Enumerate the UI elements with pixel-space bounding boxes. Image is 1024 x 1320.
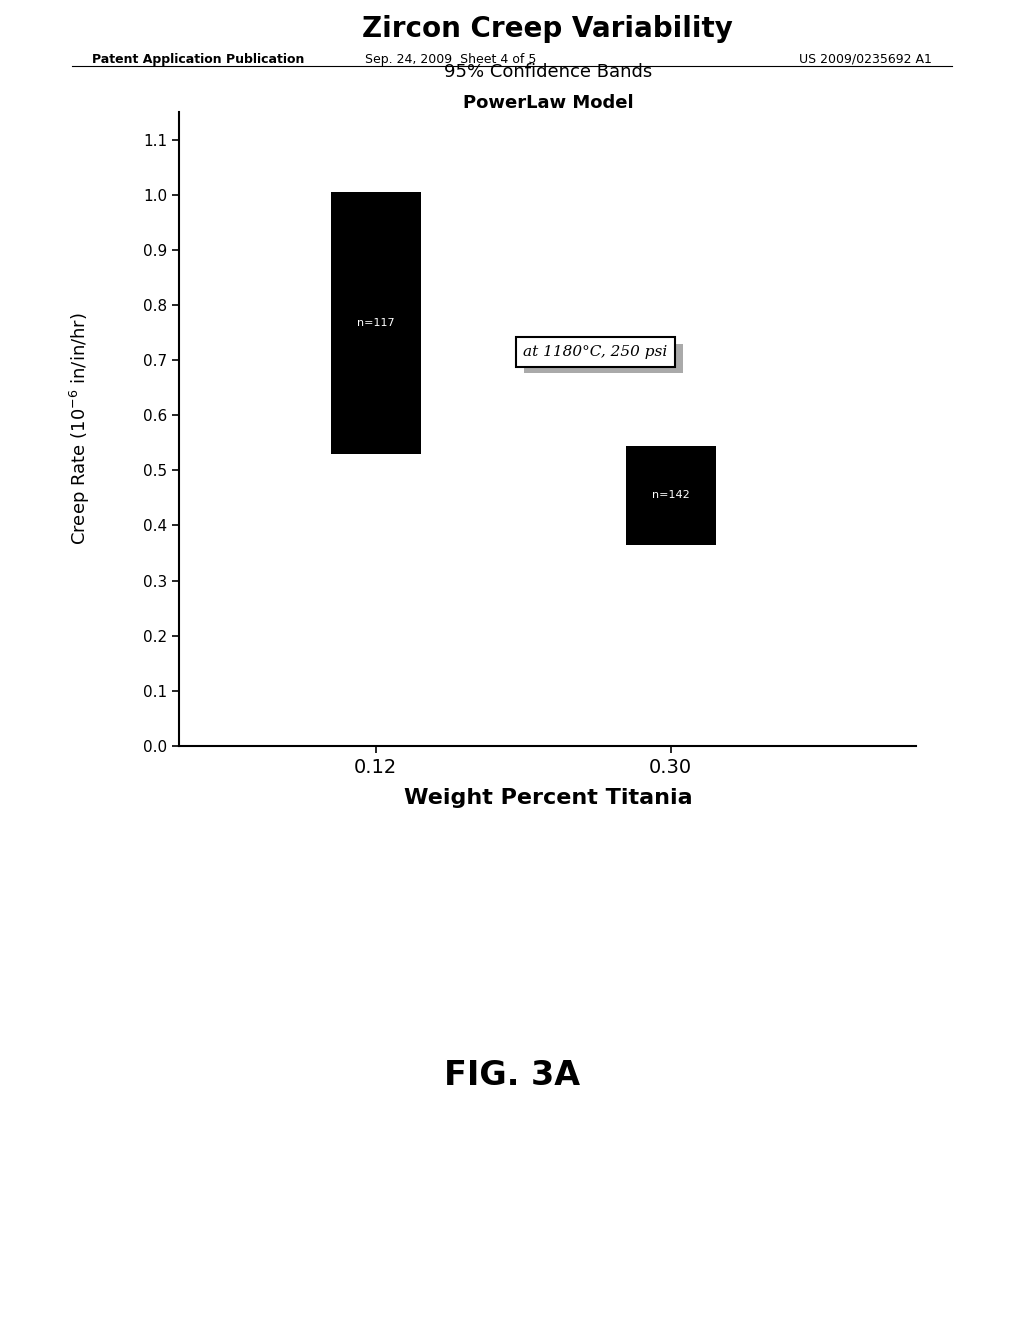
Text: Sep. 24, 2009  Sheet 4 of 5: Sep. 24, 2009 Sheet 4 of 5 xyxy=(365,53,537,66)
Text: n=117: n=117 xyxy=(357,318,394,327)
Text: US 2009/0235692 A1: US 2009/0235692 A1 xyxy=(799,53,932,66)
Text: FIG. 3A: FIG. 3A xyxy=(444,1059,580,1093)
Bar xyxy=(331,193,421,454)
Text: Zircon Creep Variability: Zircon Creep Variability xyxy=(362,15,733,42)
Text: n=142: n=142 xyxy=(652,490,689,500)
Text: Patent Application Publication: Patent Application Publication xyxy=(92,53,304,66)
Text: at 1180°C, 250 psi: at 1180°C, 250 psi xyxy=(523,345,668,359)
Bar xyxy=(626,446,716,545)
Text: PowerLaw Model: PowerLaw Model xyxy=(463,94,633,112)
Text: at 1180°C, 250 psi: at 1180°C, 250 psi xyxy=(531,351,676,366)
Text: Creep Rate (10$^{-6}$ in/in/hr): Creep Rate (10$^{-6}$ in/in/hr) xyxy=(68,313,92,545)
Text: 95% Confidence Bands: 95% Confidence Bands xyxy=(443,62,652,81)
X-axis label: Weight Percent Titania: Weight Percent Titania xyxy=(403,788,692,808)
